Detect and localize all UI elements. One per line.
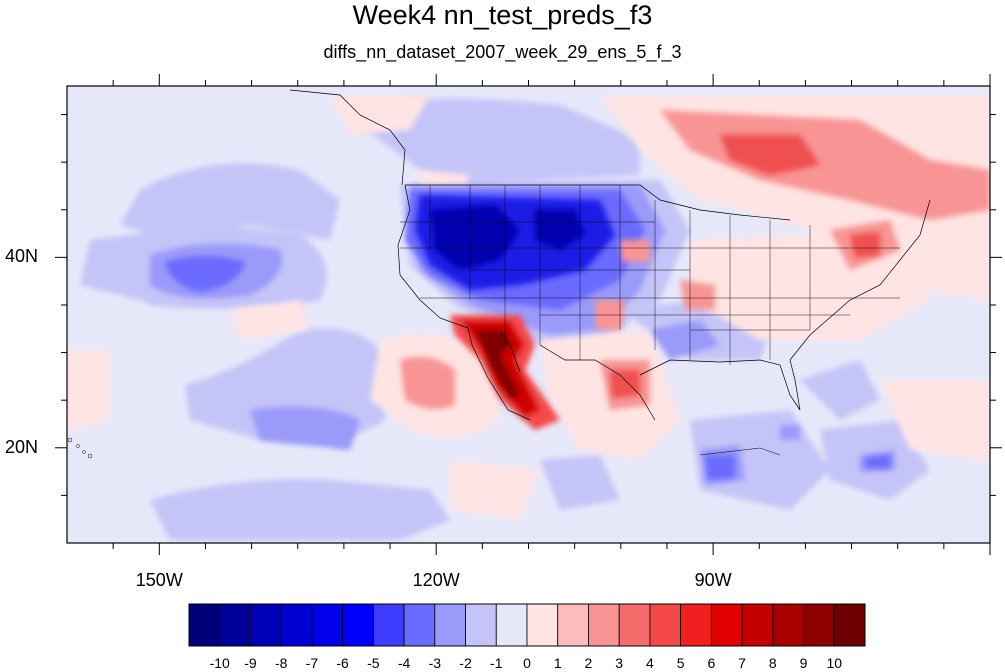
- lat-tick-label: 20N: [4, 436, 38, 457]
- colorbar-box: [219, 603, 251, 647]
- colorbar-box: [741, 603, 774, 647]
- colorbar-label: 1: [553, 655, 562, 671]
- colorbar-box: [403, 603, 436, 647]
- colorbar-label: -7: [305, 655, 319, 671]
- colorbar-label: -8: [274, 655, 288, 671]
- coastlines: [289, 89, 931, 421]
- colorbar-boxes: [188, 603, 866, 647]
- colorbar-box: [311, 603, 344, 647]
- contour-level-plus4: [610, 135, 880, 398]
- field-contours: [67, 86, 990, 543]
- colorbar-box: [557, 603, 589, 647]
- colorbar-box: [188, 603, 221, 647]
- colorbar-box: [588, 603, 620, 647]
- lon-tick-label: 90W: [694, 570, 732, 590]
- contour-level-plus6: [450, 315, 560, 430]
- colorbar-label: 7: [738, 655, 746, 671]
- lat-tick-label: 40N: [4, 246, 38, 267]
- colorbar-box: [526, 603, 559, 647]
- colorbar-box: [833, 603, 866, 647]
- colorbar-box: [372, 603, 405, 647]
- colorbar-box: [772, 603, 804, 647]
- plot-title: Week4 nn_test_preds_f3: [352, 0, 653, 30]
- colorbar-box: [680, 603, 712, 647]
- colorbar-label: -1: [490, 655, 503, 671]
- colorbar-box: [434, 603, 466, 647]
- colorbar-label: -3: [428, 655, 442, 671]
- colorbar-label: -6: [336, 655, 349, 671]
- colorbar-frame: [188, 603, 866, 647]
- colorbar-box: [649, 603, 682, 647]
- colorbar-box: [342, 603, 374, 647]
- colorbar-box: [803, 603, 835, 647]
- colorbar-label: 2: [584, 655, 593, 671]
- colorbar-label: 8: [768, 655, 777, 671]
- colorbar-box: [618, 603, 651, 647]
- colorbar-label: -4: [397, 655, 411, 671]
- colorbar-label: -10: [209, 655, 230, 671]
- plot-subtitle: diffs_nn_dataset_2007_week_29_ens_5_f_3: [323, 42, 682, 62]
- state-boundaries: [400, 185, 900, 365]
- colorbar-box: [710, 603, 743, 647]
- lon-tick-label: 150W: [135, 570, 183, 590]
- colorbar-label: -5: [367, 655, 380, 671]
- colorbar-box: [465, 603, 497, 647]
- colorbar-label: 10: [826, 655, 843, 671]
- colorbar-label: 5: [676, 655, 685, 671]
- colorbar-box: [250, 603, 282, 647]
- lon-tick-label: 120W: [412, 570, 460, 590]
- colorbar-label: -9: [244, 655, 257, 671]
- colorbar-box: [495, 603, 528, 647]
- colorbar-label: 4: [646, 655, 654, 671]
- colorbar-label: 6: [707, 655, 716, 671]
- colorbar-box: [280, 603, 313, 647]
- contour-level-minus8: [430, 205, 585, 270]
- colorbar-label: 0: [523, 655, 531, 671]
- islands: [67, 437, 781, 459]
- colorbar-label: -2: [459, 655, 472, 671]
- colorbar-label: 3: [615, 655, 624, 671]
- axis-ticks: [55, 74, 1002, 555]
- colorbar-label: 9: [799, 655, 808, 671]
